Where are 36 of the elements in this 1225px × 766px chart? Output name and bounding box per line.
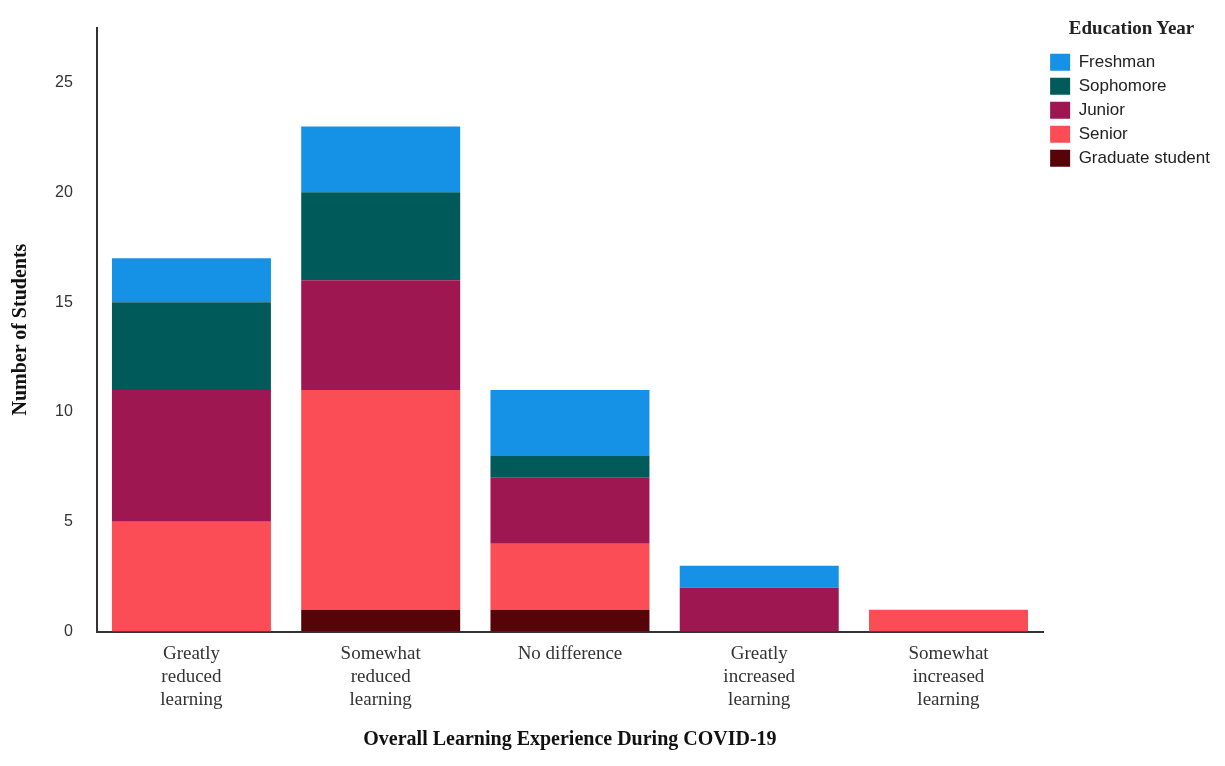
bar [490,390,650,456]
legend-label: Senior [1078,123,1129,143]
legend-label: Junior [1078,99,1126,119]
y-tick-label: 20 [55,182,73,200]
y-tick-label: 10 [55,402,73,420]
bar [111,521,271,632]
x-tick-label: Somewhat increased learning [908,641,990,709]
legend-label: Graduate student [1078,147,1211,167]
legend-label: Freshman [1078,51,1156,71]
x-axis-title: Overall Learning Experience During COVID-19 [363,727,777,751]
x-tick-label: Greatly increased learning [723,641,796,709]
x-tick-label: No difference [517,641,623,663]
bar [679,565,839,588]
y-axis-title: Number of Students [8,243,31,416]
bar [301,192,461,281]
bar [490,477,650,544]
y-tick-label: 5 [63,512,73,530]
bar [301,390,461,610]
bar [111,390,271,522]
bar [301,280,461,390]
y-tick-label: 0 [63,622,73,640]
bar [679,587,839,632]
x-tick-label: Somewhat reduced learning [340,641,422,709]
y-tick-label: 15 [55,292,73,310]
bar [111,302,271,390]
bar [490,455,650,478]
bar [869,609,1028,632]
y-tick-label: 25 [55,72,73,90]
bar [301,126,461,193]
bar [111,258,271,303]
bar [301,609,461,632]
legend-title: Education Year [1068,17,1195,39]
bar [490,543,650,610]
x-tick-label: Greatly reduced learning [160,641,224,709]
legend-label: Sophomore [1078,75,1167,95]
bar [490,609,650,632]
